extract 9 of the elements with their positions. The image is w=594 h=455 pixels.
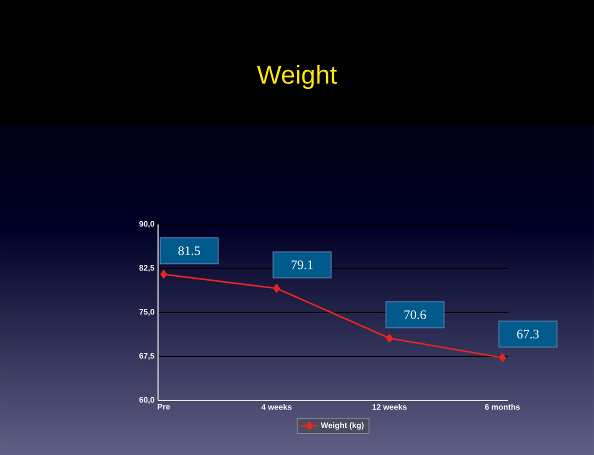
- point: [386, 334, 393, 343]
- point: [273, 284, 280, 293]
- point: [160, 270, 168, 279]
- data-label: 67.3: [517, 330, 539, 338]
- data-label: 70.6: [404, 310, 426, 320]
- data-label: 79.1: [292, 260, 313, 270]
- data-label: 81.5: [178, 246, 200, 256]
- chart-title: Weight: [257, 64, 337, 90]
- point: [499, 353, 506, 362]
